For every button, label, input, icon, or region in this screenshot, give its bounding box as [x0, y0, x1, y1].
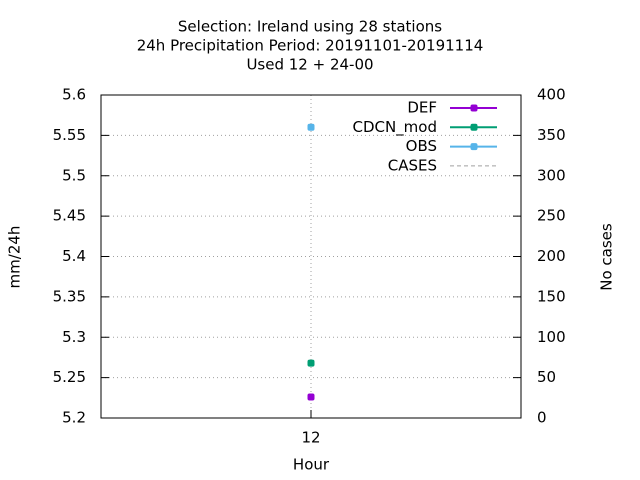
- y2-tick-label: 50: [537, 368, 556, 386]
- y2-tick-label: 150: [537, 287, 566, 305]
- y2-tick-label: 250: [537, 207, 566, 225]
- y-tick-label: 5.3: [62, 328, 86, 346]
- data-point: [307, 123, 315, 131]
- y-tick-label: 5.2: [62, 409, 86, 427]
- y2-tick-label: 300: [537, 166, 566, 184]
- legend-label: CDCN_mod: [352, 118, 437, 137]
- y-axis-label: mm/24h: [6, 226, 24, 289]
- y-tick-label: 5.55: [53, 126, 86, 144]
- legend-label: OBS: [406, 137, 437, 155]
- chart-title: Selection: Ireland using 28 stations: [178, 18, 442, 36]
- plot-border: [100, 94, 522, 419]
- legend-marker: [470, 123, 478, 131]
- legend-label: DEF: [407, 99, 437, 117]
- y-tick-label: 5.4: [62, 247, 86, 265]
- y2-tick-label: 200: [537, 247, 566, 265]
- data-point: [307, 393, 315, 401]
- y-tick-label: 5.35: [53, 287, 86, 305]
- x-tick-label: 12: [301, 429, 320, 447]
- y-tick-label: 5.25: [53, 368, 86, 386]
- chart-title: 24h Precipitation Period: 20191101-20191…: [137, 37, 484, 55]
- legend-marker: [470, 104, 478, 112]
- data-point: [307, 359, 315, 367]
- legend-marker: [470, 143, 478, 151]
- y2-tick-label: 0: [537, 409, 547, 427]
- y2-tick-label: 100: [537, 328, 566, 346]
- y2-axis-label: No cases: [598, 223, 616, 291]
- x-axis-label: Hour: [293, 456, 330, 474]
- y-tick-label: 5.45: [53, 207, 86, 225]
- y-tick-label: 5.5: [62, 166, 86, 184]
- legend-label: CASES: [388, 156, 437, 174]
- chart-title: Used 12 + 24-00: [246, 56, 373, 74]
- y2-tick-label: 400: [537, 86, 566, 104]
- y-tick-label: 5.6: [62, 86, 86, 104]
- y2-tick-label: 350: [537, 126, 566, 144]
